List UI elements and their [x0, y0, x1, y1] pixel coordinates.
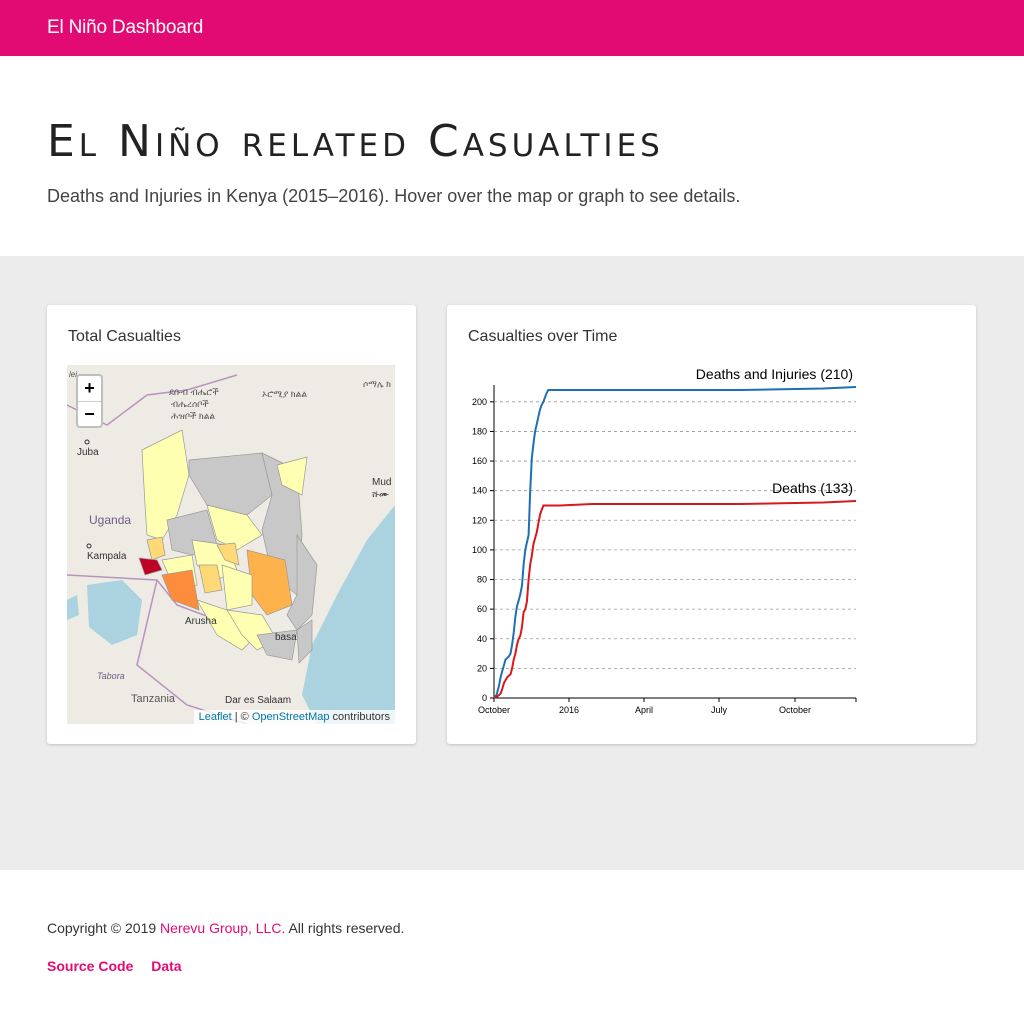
map-card: Total Casualties: [47, 305, 416, 744]
x-tick-label: 2016: [559, 705, 579, 715]
lake-victoria: [87, 580, 142, 645]
footer: Copyright © 2019 Nerevu Group, LLC. All …: [0, 870, 1024, 1024]
footer-links: Source Code Data: [47, 958, 977, 974]
series-label-1: Deaths (133): [772, 480, 853, 496]
y-tick-label: 180: [472, 426, 487, 436]
juba-marker: [84, 439, 90, 445]
kampala-marker: [86, 543, 92, 549]
leaflet-link[interactable]: Leaflet: [198, 711, 232, 723]
osm-link[interactable]: OpenStreetMap: [251, 711, 330, 723]
county-meru[interactable]: [216, 542, 240, 566]
county-tana-river[interactable]: [246, 549, 293, 616]
map-label-mombasa: basa: [275, 632, 297, 643]
y-tick-label: 200: [472, 397, 487, 407]
hero: El Niño related Casualties Deaths and In…: [0, 56, 1024, 256]
county-mandera[interactable]: [276, 456, 308, 496]
x-tick-label: October: [478, 705, 510, 715]
lake-edge: [67, 595, 79, 620]
county-kwale[interactable]: [256, 629, 298, 661]
county-narok[interactable]: [161, 569, 200, 611]
y-tick-label: 140: [472, 486, 487, 496]
data-link[interactable]: Data: [151, 958, 182, 974]
copyright: Copyright © 2019 Nerevu Group, LLC. All …: [47, 920, 977, 936]
map-label-tabora: Tabora: [97, 671, 125, 681]
brand-link[interactable]: El Niño Dashboard: [47, 17, 204, 38]
x-tick-label: July: [711, 705, 728, 715]
y-tick-label: 20: [477, 663, 487, 673]
county-nairobi[interactable]: [198, 564, 223, 594]
indian-ocean: [302, 505, 395, 724]
page-title: El Niño related Casualties: [47, 116, 664, 167]
map-label-ethiopia2: ብሔረሰቦች: [171, 399, 209, 409]
attribution-separator: | ©: [231, 711, 252, 723]
map-label-ethiopia3: ሕዝቦች ክልል: [171, 411, 215, 421]
map-label-dar: Dar es Salaam: [225, 695, 291, 706]
copyright-suffix: All rights reserved.: [285, 920, 405, 936]
y-tick-label: 60: [477, 604, 487, 614]
map-label-oromia: ኦሮሚያ ክልል: [262, 389, 307, 399]
y-tick-label: 0: [482, 693, 487, 703]
y-tick-label: 100: [472, 545, 487, 555]
casualties-chart[interactable]: 0 20 40 60 80 100 120 140 160 180 200 October 2016 Ap…: [447, 305, 976, 744]
county-trans-nzoia[interactable]: [146, 536, 166, 561]
chart-card-title: Casualties over Time: [468, 328, 618, 345]
page-subtitle: Deaths and Injuries in Kenya (2015–2016)…: [47, 186, 741, 206]
casualties-map[interactable]: Juba Uganda Kampala Arusha Tanzania Dar …: [67, 365, 395, 724]
county-marsabit[interactable]: [188, 452, 273, 516]
map-label-kampala: Kampala: [87, 551, 127, 562]
map-label-lei: lei: [69, 370, 77, 379]
chart-card: Casualties over Time 0 20 40 60 80 100 120 140 1…: [447, 305, 976, 744]
series-line-1: [493, 500, 857, 699]
map-label-uganda: Uganda: [89, 513, 131, 527]
zoom-control: + −: [76, 374, 103, 428]
map-label-somali: ሶማሌ ክ: [363, 379, 391, 389]
county-busia[interactable]: [138, 557, 163, 576]
y-tick-label: 120: [472, 515, 487, 525]
county-kitui[interactable]: [221, 564, 253, 611]
company-link[interactable]: Nerevu Group, LLC.: [160, 920, 286, 936]
county-isiolo[interactable]: [206, 504, 263, 551]
copyright-prefix: Copyright © 2019: [47, 920, 161, 936]
attribution-suffix: contributors: [329, 711, 390, 723]
map-label-ethiopia1: ደቡብ ብሔሮች: [169, 387, 219, 397]
y-tick-label: 160: [472, 456, 487, 466]
x-tick-label: April: [635, 705, 653, 715]
dashboard-content: Total Casualties: [0, 256, 1024, 870]
map-label-tanzania: Tanzania: [131, 693, 176, 705]
source-code-link[interactable]: Source Code: [47, 958, 134, 974]
map-attribution: Leaflet | © OpenStreetMap contributors: [193, 710, 395, 724]
map-label-mud: Mud: [372, 477, 391, 488]
map-label-juba: Juba: [77, 447, 99, 458]
y-tick-label: 40: [477, 634, 487, 644]
series-label-0: Deaths and Injuries (210): [696, 366, 853, 382]
series-line-0: [493, 386, 857, 699]
y-tick-label: 80: [477, 575, 487, 585]
map-card-title: Total Casualties: [68, 328, 181, 345]
zoom-in-button[interactable]: +: [84, 378, 95, 398]
navbar: El Niño Dashboard: [0, 0, 1024, 56]
x-tick-label: October: [779, 705, 811, 715]
map-label-shu: ሹሙ: [372, 489, 389, 499]
zoom-out-button[interactable]: −: [78, 401, 101, 426]
map-canvas[interactable]: Juba Uganda Kampala Arusha Tanzania Dar …: [67, 365, 395, 724]
map-label-arusha: Arusha: [185, 616, 217, 627]
county-kilifi[interactable]: [296, 619, 313, 664]
